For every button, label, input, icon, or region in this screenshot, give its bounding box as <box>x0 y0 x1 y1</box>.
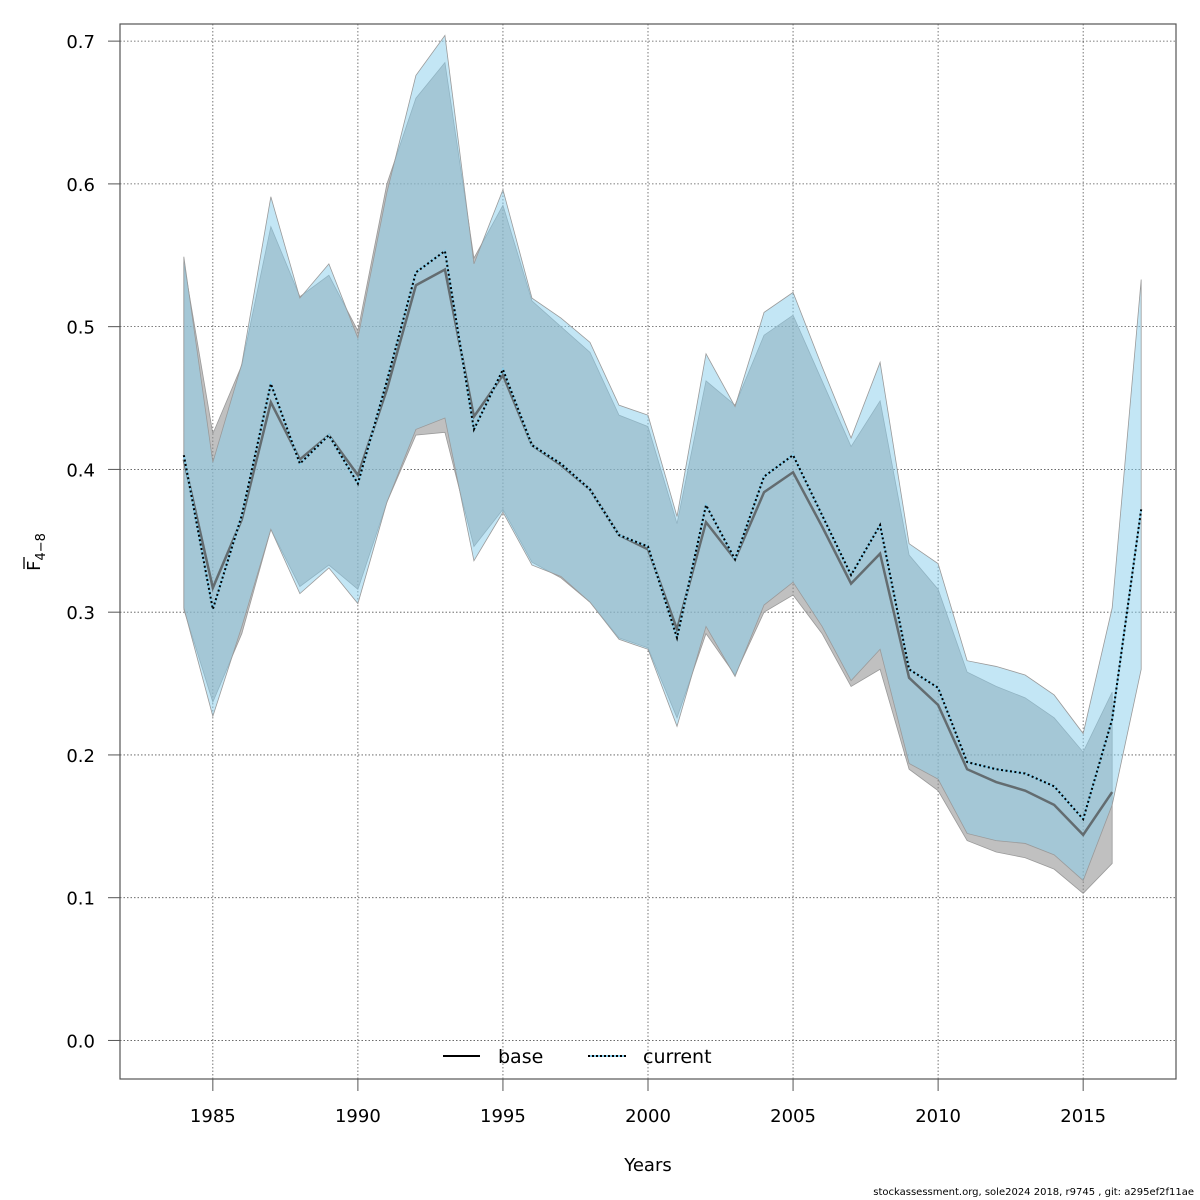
y-axis: 0.0 0.1 0.2 0.3 0.4 0.5 0.6 0.7 <box>66 32 120 1052</box>
series-line-current-highlight <box>182 249 1143 822</box>
footer-credit: stockassessment.org, sole2024 2018, r974… <box>873 1187 1194 1198</box>
x-tick-label: 1990 <box>335 1106 381 1127</box>
legend-base-label: base <box>498 1046 543 1068</box>
confidence-bands <box>183 34 1142 894</box>
series-lines <box>182 249 1143 837</box>
y-tick-label: 0.1 <box>66 889 95 910</box>
y-tick-label: 0.6 <box>66 175 95 196</box>
grid <box>120 24 1176 1079</box>
y-axis-title-main: F <box>24 561 45 571</box>
x-tick-label: 1985 <box>190 1106 236 1127</box>
y-tick-label: 0.0 <box>66 1031 95 1052</box>
x-tick-label: 2010 <box>915 1106 961 1127</box>
y-tick-label: 0.4 <box>66 460 95 481</box>
y-tick-label: 0.7 <box>66 32 95 53</box>
x-tick-label: 2015 <box>1060 1106 1106 1127</box>
y-tick-label: 0.3 <box>66 603 95 624</box>
legend: base current <box>443 1046 712 1068</box>
x-tick-label: 2005 <box>770 1106 816 1127</box>
legend-current-label: current <box>643 1046 712 1068</box>
x-tick-label: 2000 <box>625 1106 671 1127</box>
x-axis: 1985 1990 1995 2000 2005 2010 2015 <box>190 1079 1106 1127</box>
y-tick-label: 0.2 <box>66 746 95 767</box>
y-axis-title: F4−8 <box>23 533 49 571</box>
x-tick-label: 1995 <box>480 1106 526 1127</box>
y-axis-title-sub: 4−8 <box>34 533 49 560</box>
svg-text:F4−8: F4−8 <box>24 533 49 571</box>
x-axis-title: Years <box>623 1155 672 1176</box>
confidence-band-current <box>183 34 1142 882</box>
y-tick-label: 0.5 <box>66 318 95 339</box>
